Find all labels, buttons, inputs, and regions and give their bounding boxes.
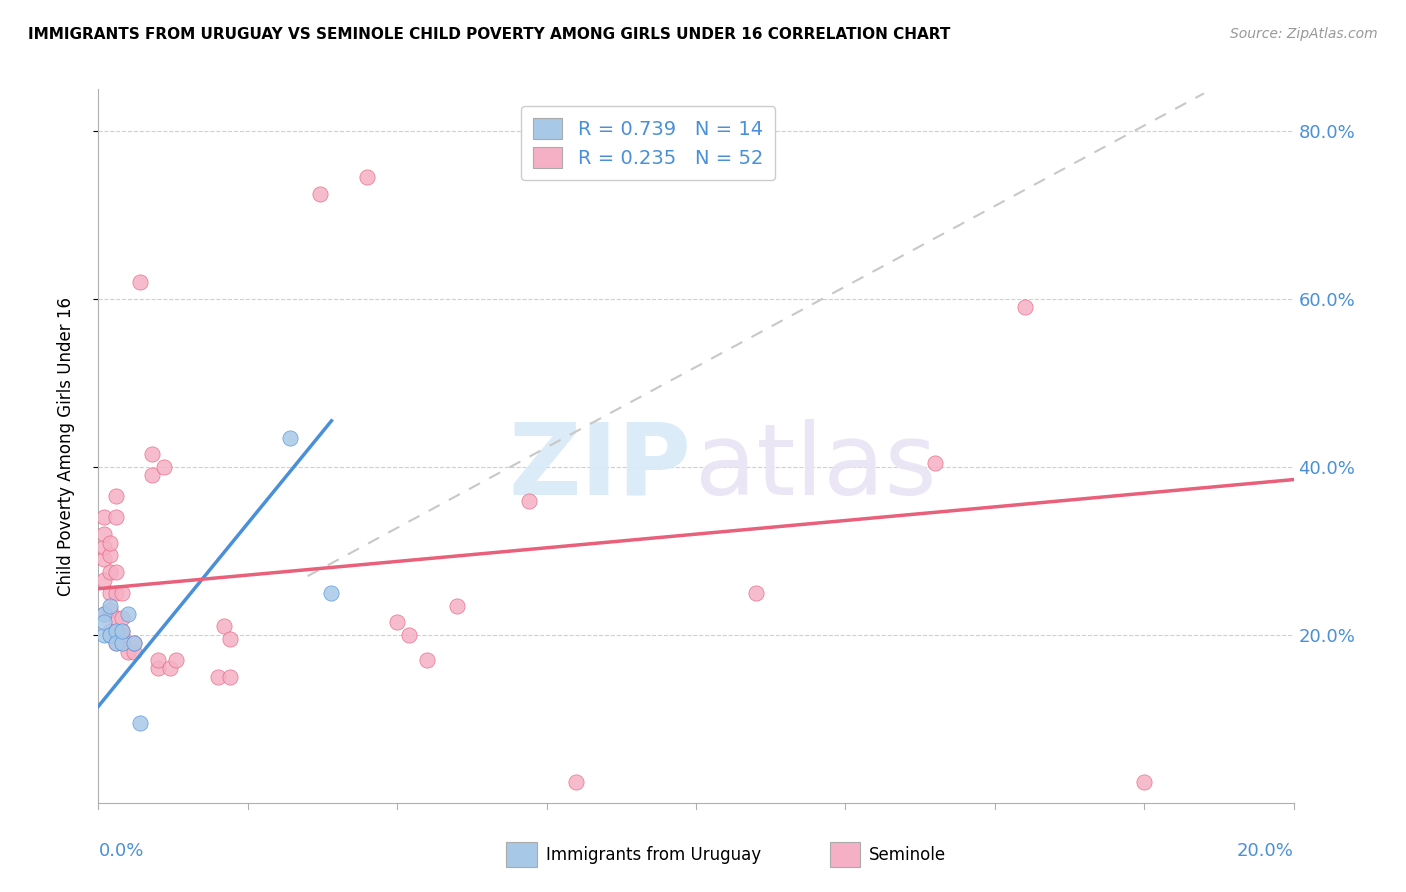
Point	[111, 624, 134, 638]
Point	[159, 661, 181, 675]
Point	[219, 670, 242, 684]
Text: 20.0%: 20.0%	[1237, 842, 1294, 860]
Point	[105, 624, 128, 638]
Point	[385, 615, 409, 630]
Point	[153, 460, 176, 475]
Point	[105, 489, 128, 503]
Point	[100, 535, 122, 549]
Point	[105, 586, 128, 600]
Point	[111, 636, 134, 650]
Point	[111, 586, 134, 600]
Text: Source: ZipAtlas.com: Source: ZipAtlas.com	[1230, 27, 1378, 41]
Point	[93, 527, 115, 541]
Point	[278, 431, 301, 445]
Text: 0.0%: 0.0%	[98, 842, 143, 860]
Point	[308, 187, 330, 202]
Point	[148, 661, 170, 675]
Point	[100, 628, 122, 642]
Point	[565, 774, 588, 789]
Point	[165, 653, 187, 667]
Point	[117, 607, 139, 621]
Point	[105, 565, 128, 579]
Text: atlas: atlas	[695, 419, 936, 516]
Point	[356, 170, 378, 185]
Point	[93, 607, 115, 621]
FancyBboxPatch shape	[506, 842, 537, 867]
Point	[745, 586, 768, 600]
Point	[93, 540, 115, 554]
Point	[100, 599, 122, 613]
Point	[398, 628, 420, 642]
Point	[111, 628, 134, 642]
Point	[446, 599, 468, 613]
Point	[111, 624, 134, 638]
Point	[416, 653, 439, 667]
Legend: R = 0.739   N = 14, R = 0.235   N = 52: R = 0.739 N = 14, R = 0.235 N = 52	[522, 106, 775, 179]
Point	[148, 653, 170, 667]
Point	[207, 670, 229, 684]
Point	[124, 636, 146, 650]
Point	[105, 611, 128, 625]
Point	[93, 628, 115, 642]
Point	[100, 548, 122, 562]
Point	[100, 603, 122, 617]
Text: Immigrants from Uruguay: Immigrants from Uruguay	[546, 846, 761, 863]
Point	[100, 628, 122, 642]
Point	[93, 510, 115, 524]
Point	[517, 493, 540, 508]
Point	[141, 447, 163, 461]
Point	[124, 636, 146, 650]
Point	[111, 611, 134, 625]
Point	[93, 607, 115, 621]
Point	[111, 636, 134, 650]
Text: Seminole: Seminole	[869, 846, 946, 863]
Point	[105, 510, 128, 524]
Point	[93, 574, 115, 588]
Point	[141, 468, 163, 483]
Point	[321, 586, 343, 600]
Point	[93, 615, 115, 630]
Y-axis label: Child Poverty Among Girls Under 16: Child Poverty Among Girls Under 16	[56, 296, 75, 596]
Text: IMMIGRANTS FROM URUGUAY VS SEMINOLE CHILD POVERTY AMONG GIRLS UNDER 16 CORRELATI: IMMIGRANTS FROM URUGUAY VS SEMINOLE CHIL…	[28, 27, 950, 42]
Point	[124, 645, 146, 659]
Text: ZIP: ZIP	[509, 419, 692, 516]
Point	[105, 636, 128, 650]
Point	[117, 645, 139, 659]
Point	[105, 636, 128, 650]
Point	[100, 624, 122, 638]
Point	[219, 632, 242, 646]
Point	[212, 619, 235, 633]
Point	[1014, 301, 1036, 315]
FancyBboxPatch shape	[830, 842, 860, 867]
Point	[924, 456, 946, 470]
Point	[93, 552, 115, 566]
Point	[100, 565, 122, 579]
Point	[105, 624, 128, 638]
Point	[1133, 774, 1156, 789]
Point	[129, 716, 152, 731]
Point	[129, 275, 152, 289]
Point	[100, 586, 122, 600]
